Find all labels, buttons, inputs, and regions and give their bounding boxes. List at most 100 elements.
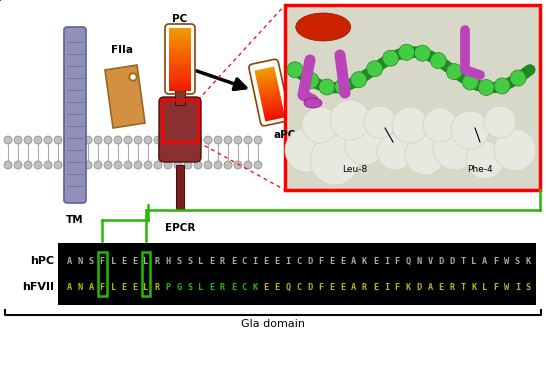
Circle shape [405, 135, 445, 175]
Bar [169, 42, 191, 44]
Bar [256, 70, 275, 77]
Circle shape [494, 78, 510, 94]
Text: A: A [88, 283, 94, 291]
Text: S: S [176, 257, 181, 265]
Bar [263, 106, 283, 113]
Bar [169, 75, 191, 77]
Circle shape [164, 161, 172, 169]
Text: Q: Q [286, 283, 290, 291]
Bar [169, 45, 191, 48]
Text: L: L [471, 257, 477, 265]
Bar [169, 44, 191, 46]
Bar [260, 93, 281, 100]
Text: E: E [209, 283, 214, 291]
Circle shape [214, 161, 222, 169]
Text: L: L [482, 283, 488, 291]
Bar [169, 39, 191, 41]
Text: D: D [438, 257, 444, 265]
Circle shape [174, 136, 182, 144]
Text: L: L [110, 257, 116, 265]
Text: Leu-8: Leu-8 [342, 165, 367, 174]
Bar [256, 72, 276, 78]
Text: S: S [515, 257, 520, 265]
Bar [169, 88, 191, 91]
Bar [169, 77, 191, 80]
Circle shape [392, 107, 428, 143]
Bar [169, 59, 191, 62]
Text: E: E [438, 283, 444, 291]
Circle shape [94, 161, 102, 169]
Text: A: A [482, 257, 488, 265]
Text: C: C [242, 283, 247, 291]
Circle shape [84, 161, 92, 169]
Circle shape [451, 111, 489, 149]
Bar [256, 73, 276, 80]
Bar [169, 61, 191, 63]
Text: hFVII: hFVII [22, 282, 54, 292]
Circle shape [94, 136, 102, 144]
Text: N: N [78, 283, 83, 291]
Bar [169, 79, 191, 82]
Text: G: G [176, 283, 181, 291]
Circle shape [194, 136, 202, 144]
Text: EPCR: EPCR [165, 223, 195, 233]
Text: E: E [340, 283, 346, 291]
Text: N: N [417, 257, 422, 265]
Text: L: L [198, 257, 203, 265]
Bar [169, 36, 191, 38]
Bar [261, 97, 281, 103]
Circle shape [164, 136, 172, 144]
Bar [169, 87, 191, 90]
Text: I: I [384, 257, 389, 265]
Bar [169, 62, 191, 65]
Circle shape [184, 161, 192, 169]
Bar [169, 58, 191, 60]
Text: F: F [99, 257, 105, 265]
Text: Q: Q [406, 257, 411, 265]
Circle shape [287, 62, 303, 78]
Circle shape [74, 161, 82, 169]
Bar [169, 86, 191, 88]
Circle shape [194, 161, 202, 169]
Circle shape [254, 136, 262, 144]
Bar [169, 68, 191, 71]
Text: E: E [340, 257, 346, 265]
Text: A: A [351, 283, 357, 291]
Text: F: F [493, 257, 498, 265]
Circle shape [204, 161, 212, 169]
Text: aPC: aPC [274, 130, 296, 140]
Text: D: D [449, 257, 455, 265]
Text: E: E [329, 283, 334, 291]
Bar [255, 68, 275, 75]
Text: F: F [493, 283, 498, 291]
Text: R: R [155, 283, 159, 291]
Bar [258, 81, 278, 88]
Circle shape [285, 128, 329, 172]
Text: K: K [406, 283, 411, 291]
Circle shape [24, 161, 32, 169]
Text: R: R [362, 283, 367, 291]
Circle shape [204, 136, 212, 144]
Text: R: R [449, 283, 455, 291]
Bar [257, 80, 277, 87]
Bar [259, 90, 280, 97]
Text: I: I [286, 257, 290, 265]
Text: S: S [187, 257, 192, 265]
Text: E: E [275, 283, 280, 291]
Bar [260, 91, 280, 98]
Bar [259, 88, 280, 95]
Circle shape [478, 79, 494, 95]
Text: S: S [187, 283, 192, 291]
Bar [264, 113, 284, 120]
Bar [169, 31, 191, 34]
Text: A: A [351, 257, 357, 265]
Circle shape [244, 161, 252, 169]
Circle shape [330, 100, 370, 140]
Bar [169, 30, 191, 32]
Polygon shape [105, 65, 145, 128]
Circle shape [74, 136, 82, 144]
Circle shape [144, 136, 152, 144]
Bar [265, 115, 285, 121]
Circle shape [24, 136, 32, 144]
Bar [176, 165, 184, 210]
